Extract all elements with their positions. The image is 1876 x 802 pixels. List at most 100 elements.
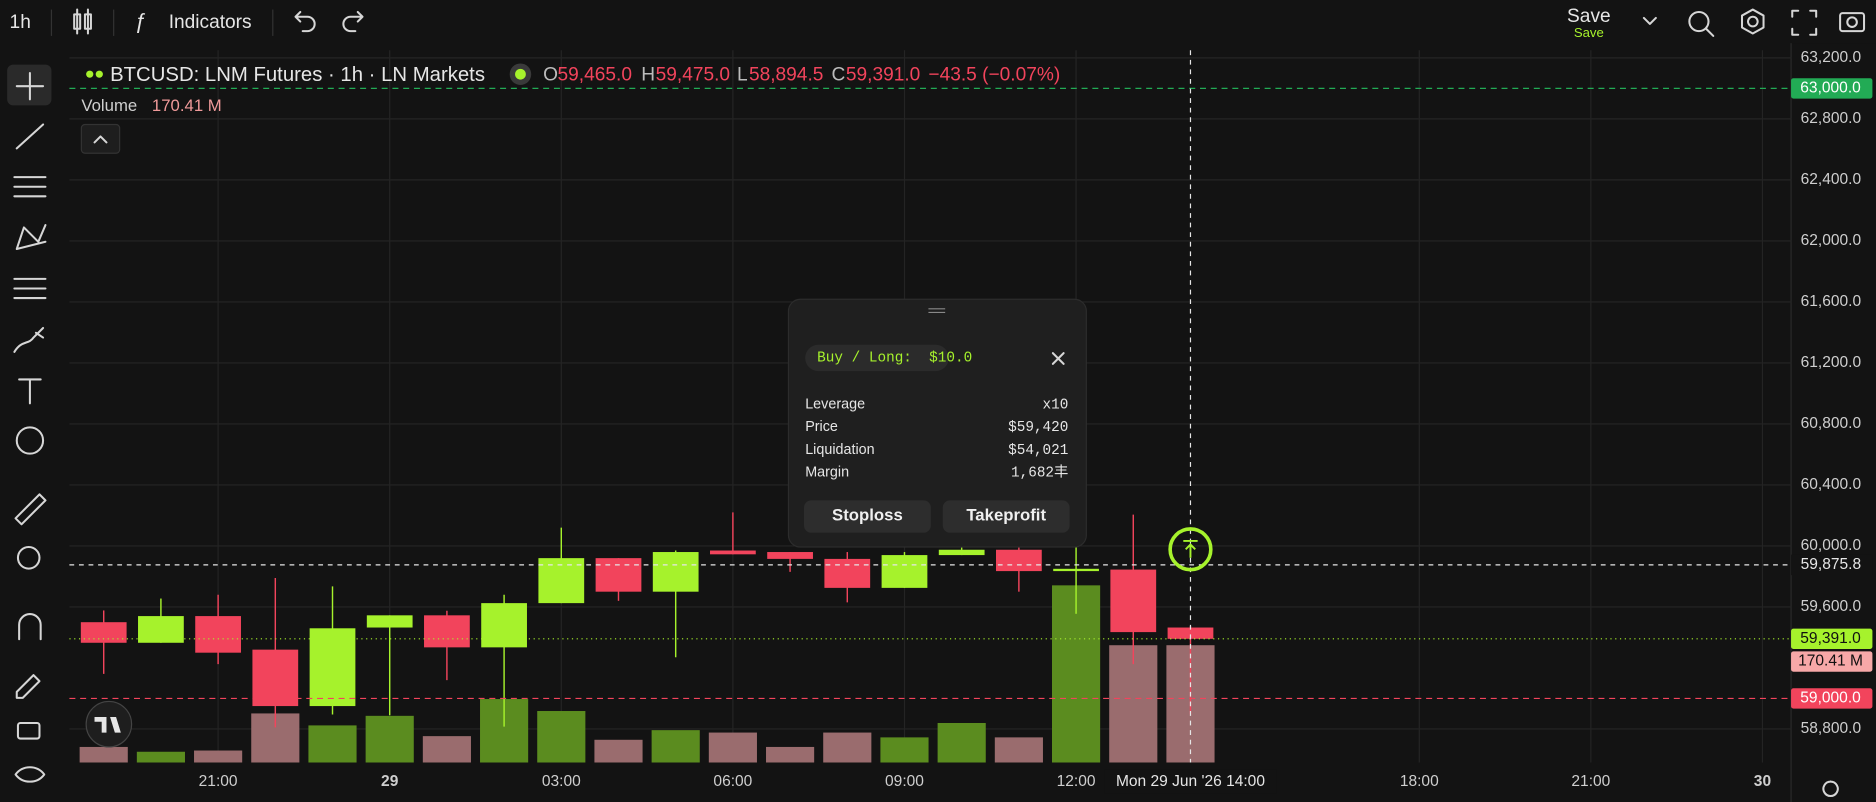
alert-icon[interactable] — [1688, 10, 1715, 37]
x-tick-label: 21:00 — [1571, 773, 1610, 790]
fx-icon[interactable]: ƒ — [134, 9, 146, 33]
price-tag-label: 59,391.0 — [1800, 630, 1861, 647]
prediction-tool[interactable] — [13, 277, 47, 300]
y-tick-label: 59,600.0 — [1801, 598, 1862, 615]
stoploss-button[interactable] — [804, 500, 931, 533]
price-tag — [1791, 78, 1873, 99]
y-tick-label: 62,400.0 — [1801, 171, 1862, 188]
fib-tool[interactable] — [13, 176, 47, 198]
row-value: $59,420 — [1008, 420, 1068, 436]
open-value: 59,465.0 — [558, 64, 632, 85]
crosshair-tool[interactable] — [15, 72, 45, 101]
volume-bar — [79, 746, 128, 763]
fullscreen-icon[interactable] — [1791, 9, 1818, 36]
tv-logo-mark — [94, 717, 121, 733]
volume-tag-label: 170.41 M — [1798, 653, 1863, 670]
volume-bar — [823, 732, 872, 763]
x-tick-label: 30 — [1754, 773, 1772, 790]
crosshair-x-tag — [1104, 769, 1277, 794]
collapse-icon[interactable] — [93, 135, 108, 144]
undo-icon[interactable] — [294, 10, 316, 33]
row-label: Liquidation — [805, 442, 874, 458]
x-tick-label: 12:00 — [1057, 773, 1096, 790]
row-value: 1,682丰 — [1011, 464, 1068, 482]
redo-icon[interactable] — [342, 10, 364, 33]
candle-body — [996, 549, 1042, 572]
close-button[interactable] — [1051, 352, 1065, 365]
drag-handle[interactable] — [928, 308, 946, 314]
volume-bar — [422, 736, 471, 763]
chart-type-icon[interactable] — [73, 8, 92, 35]
text-tool[interactable] — [18, 378, 42, 405]
volume-bar — [651, 730, 700, 763]
candle-body — [652, 552, 699, 592]
settings-icon[interactable] — [1740, 8, 1765, 35]
save-status: Save — [1574, 25, 1604, 40]
volume-bar — [880, 737, 929, 763]
brush-tool[interactable] — [13, 326, 45, 353]
takeprofit-label[interactable]: Takeprofit — [966, 505, 1046, 524]
status-dot — [86, 70, 94, 78]
status-dot — [95, 70, 103, 78]
save-menu-icon[interactable] — [1642, 16, 1657, 25]
y-tick-label: 58,800.0 — [1801, 720, 1862, 737]
candle-body — [252, 649, 299, 707]
x-tick-label: 06:00 — [713, 773, 752, 790]
close-value: 59,391.0 — [846, 64, 920, 85]
magnet-tool[interactable] — [18, 613, 42, 641]
high-key: H — [641, 64, 655, 85]
plot: 63,200.0 62,800.0 62,400.0 62,000.0 61,600.0… — [69, 43, 1876, 802]
open-key: O — [543, 64, 558, 85]
y-tick-label: 61,600.0 — [1801, 293, 1862, 310]
y-tick-label: 60,800.0 — [1801, 415, 1862, 432]
left-toolbar — [7, 64, 52, 783]
x-tick-label: 29 — [381, 773, 399, 790]
lock-tool[interactable] — [16, 721, 41, 740]
row-label: Price — [805, 419, 838, 435]
stoploss-label[interactable]: Stoploss — [832, 505, 903, 524]
volume-bar — [365, 715, 414, 763]
order-handle[interactable] — [1168, 527, 1213, 572]
y-tick-label: 60,000.0 — [1801, 537, 1862, 554]
trendline-tool[interactable] — [15, 123, 45, 150]
screenshot-icon[interactable] — [1839, 12, 1866, 33]
indicators-button[interactable]: Indicators — [169, 12, 252, 33]
order-panel: Buy / Long: $10.0 Leverage x10 Price $59… — [787, 298, 1087, 548]
side-pill — [805, 344, 949, 372]
row-label: Margin — [805, 465, 849, 481]
candle-body — [538, 558, 585, 604]
interval[interactable]: 1h — [10, 12, 31, 33]
candle-body — [481, 603, 527, 648]
price-tag-label: 63,000.0 — [1800, 80, 1861, 97]
volume-bar — [1052, 585, 1101, 763]
candle-body — [366, 615, 413, 628]
candle-body — [80, 622, 127, 643]
takeprofit-button[interactable] — [942, 500, 1070, 533]
candle-body — [938, 549, 985, 556]
pattern-tool[interactable] — [15, 224, 47, 250]
lock-drawings[interactable] — [15, 674, 41, 699]
legend: BTCUSD: LNM Futures · 1h · LN Markets O … — [80, 63, 1060, 154]
volume-bar — [136, 751, 185, 763]
y-tick-label: 60,400.0 — [1801, 476, 1862, 493]
candle-body — [1110, 569, 1157, 633]
y-tick-label: 63,200.0 — [1801, 49, 1862, 66]
candle-body — [424, 615, 470, 648]
volume-bar — [308, 725, 357, 763]
price-tag — [1791, 628, 1873, 649]
volume-bar — [708, 732, 757, 763]
zoom-tool[interactable] — [16, 546, 41, 570]
measure-tool[interactable] — [14, 493, 47, 526]
x-tick-label: 09:00 — [885, 773, 924, 790]
crosshair-y-label: 59,875.8 — [1801, 556, 1862, 573]
crosshair-y-tag — [1791, 554, 1873, 576]
collapse-button[interactable] — [80, 123, 121, 154]
visibility-tool[interactable] — [14, 766, 46, 783]
save-button[interactable]: Save — [1567, 6, 1611, 27]
emoji-tool[interactable] — [15, 426, 45, 455]
axis-settings[interactable] — [1822, 780, 1839, 797]
candle-body — [309, 628, 356, 707]
row-value: $54,021 — [1008, 443, 1068, 459]
